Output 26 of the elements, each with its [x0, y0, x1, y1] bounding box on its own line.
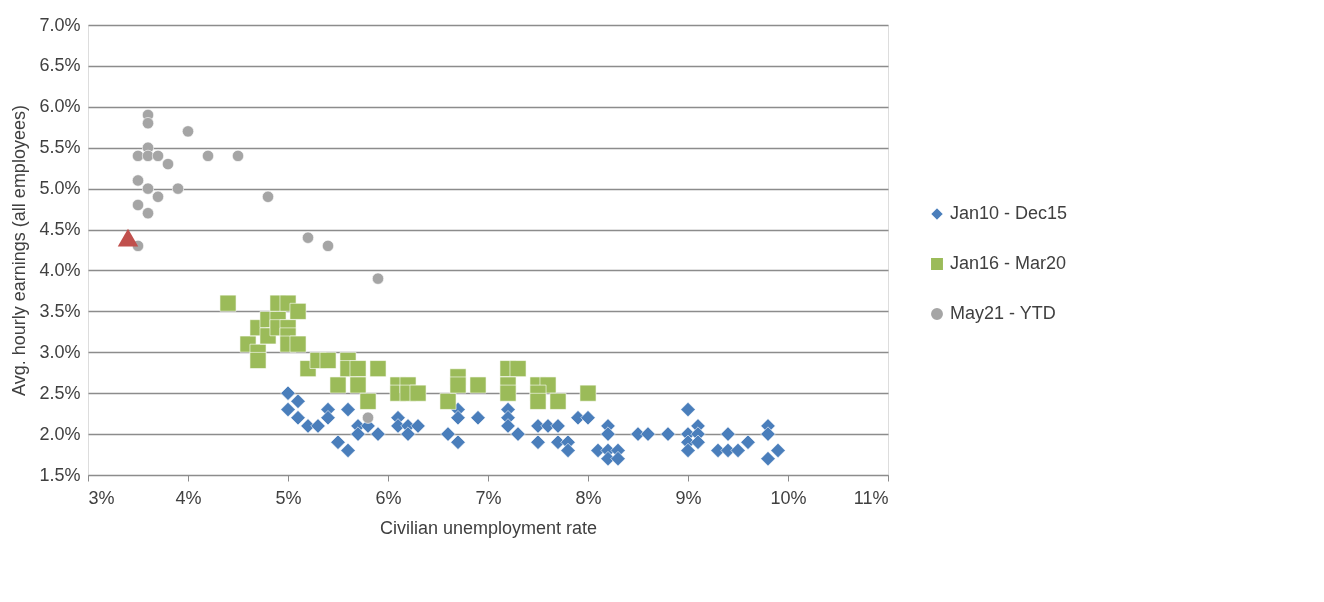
x-tick-label: 7% [475, 487, 502, 508]
y-tick-label: 4.5% [39, 219, 81, 240]
legend-label: Jan16 - Mar20 [950, 253, 1067, 273]
y-tick-label: 3.5% [39, 300, 81, 321]
legend-label: May21 - YTD [950, 303, 1056, 323]
y-tick-label: 5.0% [39, 178, 81, 199]
x-tick-label: 5% [275, 487, 302, 508]
y-tick-label: 6.5% [39, 55, 81, 76]
y-tick-label: 2.5% [39, 382, 81, 403]
x-tick-label: 8% [575, 487, 602, 508]
y-tick-label: 1.5% [39, 464, 81, 485]
x-tick-label: 11% [853, 487, 889, 508]
y-axis-title: Avg. hourly earnings (all employees) [9, 105, 30, 396]
y-tick-label: 7.0% [39, 14, 81, 35]
legend-label: Jan10 - Dec15 [950, 203, 1068, 223]
y-tick-label: 3.0% [39, 341, 81, 362]
x-axis-title: Civilian unemployment rate [379, 517, 598, 538]
y-tick-label: 4.0% [39, 259, 81, 280]
y-tick-label: 6.0% [39, 96, 81, 117]
x-tick-label: 9% [675, 487, 702, 508]
y-tick-label: 5.5% [39, 137, 81, 158]
x-tick-label: 3% [88, 487, 115, 508]
x-tick-label: 6% [375, 487, 402, 508]
x-tick-label: 10% [770, 487, 807, 508]
x-tick-label: 4% [175, 487, 202, 508]
y-tick-label: 2.0% [39, 423, 81, 444]
